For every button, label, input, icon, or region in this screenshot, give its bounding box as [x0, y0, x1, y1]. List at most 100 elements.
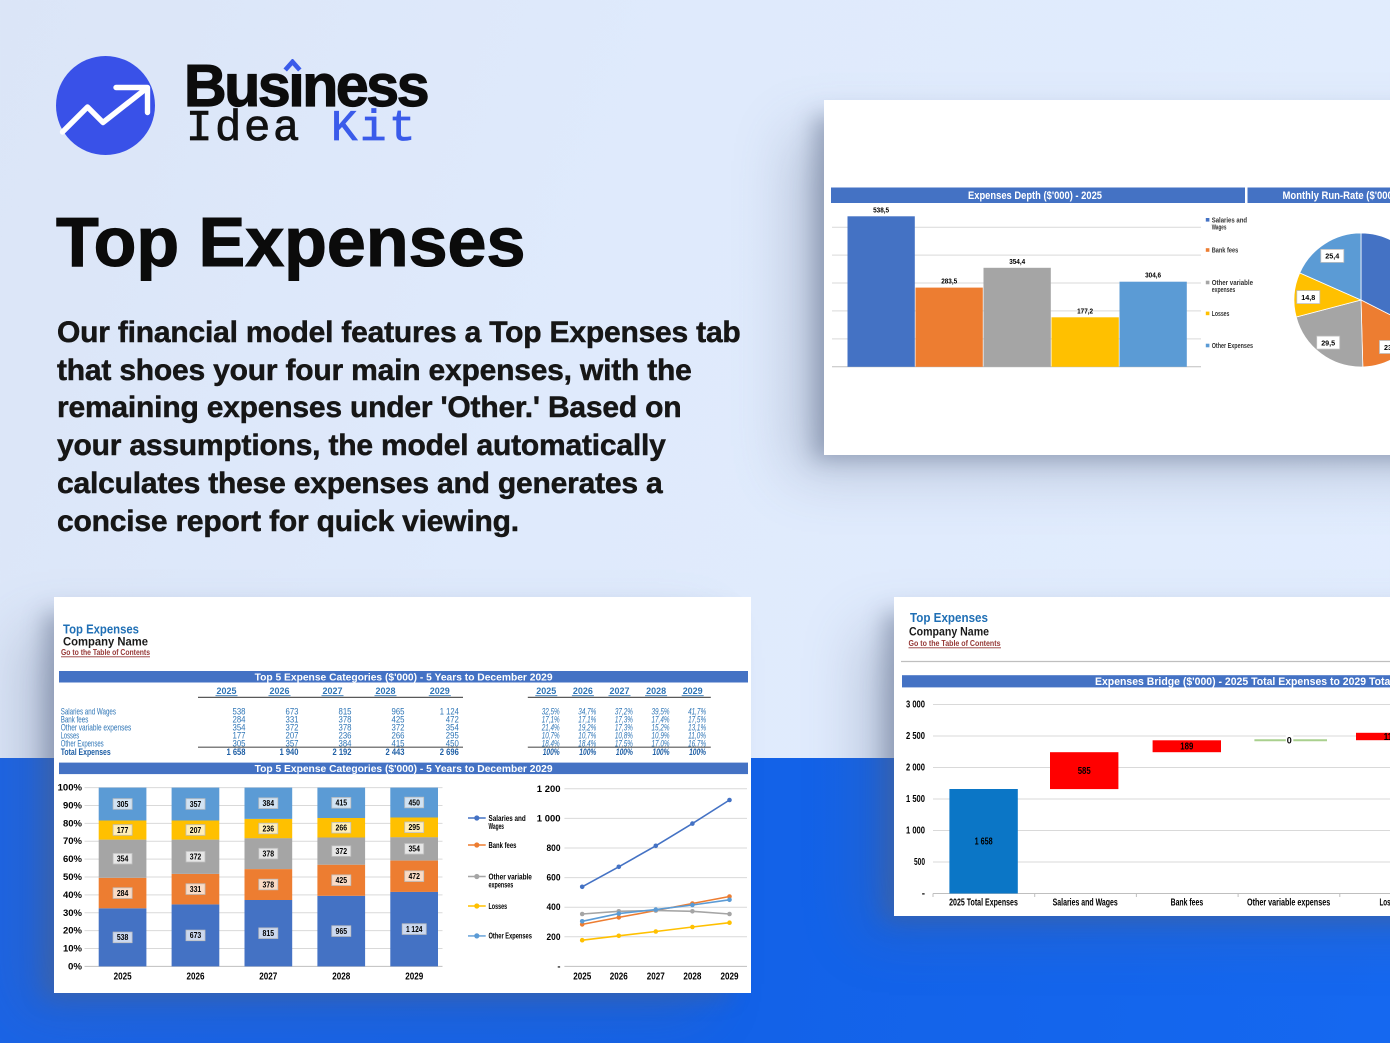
- svg-text:472: 472: [446, 713, 459, 724]
- svg-text:1 000: 1 000: [906, 826, 925, 837]
- svg-text:177: 177: [117, 826, 129, 835]
- svg-text:236: 236: [339, 730, 352, 741]
- svg-text:295: 295: [446, 730, 459, 741]
- svg-text:10,7%: 10,7%: [542, 730, 560, 741]
- svg-text:415: 415: [336, 799, 348, 808]
- svg-text:965: 965: [336, 927, 348, 936]
- svg-text:2 192: 2 192: [333, 746, 352, 757]
- svg-text:2028: 2028: [332, 971, 350, 982]
- svg-text:372: 372: [286, 722, 299, 733]
- svg-text:18,4%: 18,4%: [542, 738, 560, 749]
- svg-text:2027: 2027: [647, 971, 665, 982]
- svg-text:2026: 2026: [270, 686, 290, 697]
- svg-text:500: 500: [914, 857, 925, 868]
- svg-text:17,5%: 17,5%: [615, 738, 633, 749]
- svg-text:304,6: 304,6: [1145, 271, 1161, 280]
- svg-text:40%: 40%: [63, 889, 83, 900]
- svg-text:425: 425: [392, 713, 405, 724]
- svg-text:673: 673: [286, 705, 299, 716]
- svg-text:Top 5 Expense Categories ($'00: Top 5 Expense Categories ($'000) - 5 Yea…: [255, 764, 553, 775]
- svg-text:100%: 100%: [58, 782, 83, 793]
- svg-text:Salaries and Wages: Salaries and Wages: [1053, 898, 1118, 909]
- svg-text:372: 372: [392, 722, 405, 733]
- svg-text:-: -: [557, 960, 560, 971]
- svg-text:2028: 2028: [683, 971, 701, 982]
- svg-text:2027: 2027: [259, 971, 277, 982]
- svg-text:673: 673: [190, 931, 202, 940]
- svg-text:17,1%: 17,1%: [542, 713, 560, 724]
- svg-text:354: 354: [446, 722, 459, 733]
- svg-text:2028: 2028: [376, 686, 396, 697]
- svg-text:284: 284: [233, 713, 246, 724]
- svg-text:266: 266: [336, 824, 348, 833]
- svg-text:450: 450: [446, 738, 459, 749]
- svg-text:Go to the Table of Contents: Go to the Table of Contents: [61, 647, 150, 657]
- svg-text:17,5%: 17,5%: [688, 713, 706, 724]
- svg-text:378: 378: [339, 722, 352, 733]
- svg-text:815: 815: [339, 705, 352, 716]
- svg-text:10%: 10%: [63, 943, 83, 954]
- svg-text:378: 378: [339, 713, 352, 724]
- svg-text:2026: 2026: [573, 686, 593, 697]
- svg-text:Salaries and: Salaries and: [1212, 217, 1247, 224]
- svg-text:1 658: 1 658: [975, 837, 993, 848]
- svg-text:2029: 2029: [430, 686, 450, 697]
- svg-text:10,9%: 10,9%: [652, 730, 670, 741]
- svg-text:16,7%: 16,7%: [688, 738, 706, 749]
- svg-text:39,5%: 39,5%: [652, 705, 670, 716]
- svg-text:357: 357: [190, 800, 202, 809]
- svg-text:Monthly Run-Rate ($'000) - 202: Monthly Run-Rate ($'000) - 2025: [1283, 190, 1390, 202]
- svg-text:Expenses Bridge ($'000) - 2025: Expenses Bridge ($'000) - 2025 Total Exp…: [1095, 676, 1390, 688]
- svg-text:1 124: 1 124: [406, 925, 423, 934]
- svg-text:538: 538: [117, 933, 129, 942]
- svg-text:13,1%: 13,1%: [688, 722, 706, 733]
- svg-text:800: 800: [547, 842, 561, 853]
- svg-text:331: 331: [190, 885, 202, 894]
- svg-text:20%: 20%: [63, 925, 83, 936]
- svg-text:Bank fees: Bank fees: [489, 841, 517, 850]
- svg-text:29,5: 29,5: [1321, 338, 1335, 347]
- svg-text:Bank fees: Bank fees: [61, 713, 89, 724]
- svg-text:19,2%: 19,2%: [578, 722, 596, 733]
- svg-text:23,6: 23,6: [1384, 343, 1390, 352]
- svg-text:585: 585: [1078, 766, 1091, 777]
- svg-text:-: -: [922, 889, 925, 900]
- svg-text:Bank fees: Bank fees: [1212, 248, 1239, 255]
- svg-text:357: 357: [286, 738, 299, 749]
- svg-text:11,0%: 11,0%: [688, 730, 706, 741]
- svg-text:1 940: 1 940: [280, 746, 299, 757]
- svg-text:Losses: Losses: [61, 730, 80, 741]
- svg-text:Wages: Wages: [1212, 225, 1227, 232]
- svg-text:189: 189: [1180, 741, 1193, 752]
- svg-text:60%: 60%: [63, 853, 83, 864]
- svg-text:815: 815: [263, 929, 275, 938]
- svg-text:2 443: 2 443: [386, 746, 405, 757]
- svg-text:Expenses Depth ($'000) - 2025: Expenses Depth ($'000) - 2025: [968, 190, 1102, 202]
- svg-text:284: 284: [117, 889, 129, 898]
- svg-text:10,8%: 10,8%: [615, 730, 633, 741]
- svg-text:Total Expenses: Total Expenses: [61, 746, 111, 757]
- svg-text:2 500: 2 500: [906, 731, 925, 742]
- svg-text:2 000: 2 000: [906, 763, 925, 774]
- svg-text:21,4%: 21,4%: [541, 722, 560, 733]
- svg-text:450: 450: [408, 798, 420, 807]
- svg-text:266: 266: [392, 730, 405, 741]
- svg-text:Losses: Losses: [1212, 311, 1230, 318]
- svg-text:372: 372: [190, 853, 202, 862]
- svg-text:Top Expenses: Top Expenses: [910, 610, 988, 625]
- svg-text:17,3%: 17,3%: [615, 722, 633, 733]
- svg-text:305: 305: [117, 800, 129, 809]
- svg-text:Salaries and Wages: Salaries and Wages: [61, 705, 116, 716]
- svg-text:Other variable: Other variable: [1212, 280, 1253, 287]
- svg-text:378: 378: [263, 849, 275, 858]
- svg-text:41,7%: 41,7%: [688, 705, 706, 716]
- svg-text:354,4: 354,4: [1009, 257, 1025, 266]
- svg-text:2028: 2028: [646, 686, 666, 697]
- svg-text:30%: 30%: [63, 907, 83, 918]
- svg-text:34,7%: 34,7%: [578, 705, 596, 716]
- svg-text:50%: 50%: [63, 871, 83, 882]
- svg-text:2025: 2025: [217, 686, 238, 697]
- svg-text:400: 400: [547, 901, 561, 912]
- svg-text:2029: 2029: [683, 686, 703, 697]
- svg-text:965: 965: [392, 705, 405, 716]
